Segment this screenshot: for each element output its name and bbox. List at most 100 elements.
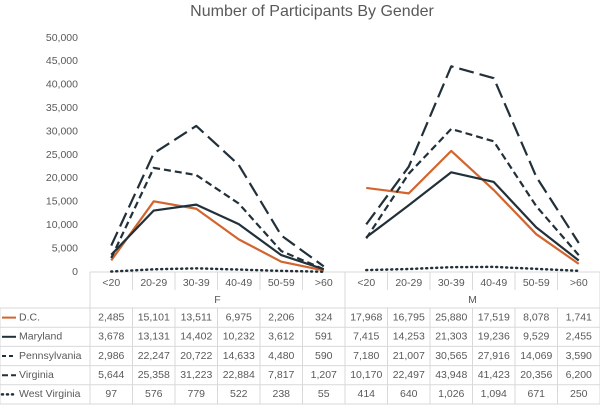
group-label: M: [468, 294, 477, 306]
table-value: 17,519: [478, 311, 510, 323]
table-value: 779: [187, 388, 205, 400]
table-value: 1,094: [481, 388, 507, 400]
y-tick-label: 35,000: [46, 102, 78, 114]
table-value: 2,206: [268, 311, 294, 323]
legend-label: D.C.: [19, 311, 40, 323]
table-value: 1,207: [311, 369, 337, 381]
table-value: 7,817: [268, 369, 294, 381]
table-value: 591: [315, 331, 333, 343]
table-value: 238: [272, 388, 290, 400]
table-value: 3,678: [98, 331, 124, 343]
table-value: 8,078: [523, 311, 549, 323]
y-tick-label: 10,000: [46, 219, 78, 231]
table-value: 31,223: [180, 369, 212, 381]
table-value: 522: [230, 388, 248, 400]
x-tick-label: 30-39: [183, 277, 210, 289]
x-tick-label: <20: [357, 277, 375, 289]
table-value: 30,565: [435, 350, 467, 362]
table-value: 17,968: [350, 311, 382, 323]
table-value: 4,480: [268, 350, 294, 362]
series-line: [110, 166, 325, 271]
table-value: 14,633: [223, 350, 255, 362]
table-value: 14,253: [393, 331, 425, 343]
chart-title: Number of Participants By Gender: [190, 3, 434, 20]
x-tick-label: >60: [570, 277, 588, 289]
y-tick-label: 0: [72, 266, 78, 278]
y-tick-label: 15,000: [46, 196, 78, 208]
table-value: 16,795: [393, 311, 425, 323]
table-value: 13,131: [138, 331, 170, 343]
series-line: [110, 203, 325, 271]
table-value: 671: [527, 388, 545, 400]
table-value: 21,303: [435, 331, 467, 343]
y-tick-label: 50,000: [46, 32, 78, 44]
x-tick-label: 40-49: [225, 277, 252, 289]
series-line: [365, 65, 580, 244]
table-value: 10,170: [350, 369, 382, 381]
table-value: 21,007: [393, 350, 425, 362]
series-line: [110, 200, 324, 272]
legend-label: Pennsylvania: [19, 350, 82, 362]
table-value: 55: [318, 388, 330, 400]
table-value: 14,402: [180, 331, 212, 343]
group-label: F: [214, 294, 220, 306]
table-value: 5,644: [98, 369, 124, 381]
table-value: 43,948: [435, 369, 467, 381]
x-tick-label: >60: [315, 277, 333, 289]
table-value: 640: [400, 388, 418, 400]
table-value: 6,975: [226, 311, 252, 323]
x-tick-label: 20-29: [140, 277, 167, 289]
table-value: 10,232: [223, 331, 255, 343]
legend-label: Virginia: [19, 369, 54, 381]
y-tick-label: 40,000: [46, 79, 78, 91]
x-tick-label: 20-29: [395, 277, 422, 289]
y-tick-label: 20,000: [46, 172, 78, 184]
table-value: 22,247: [138, 350, 170, 362]
table-value: 27,916: [478, 350, 510, 362]
series-line: [110, 267, 325, 273]
table-value: 2,986: [98, 350, 124, 362]
series-line: [365, 265, 580, 273]
series-line: [366, 149, 580, 265]
table-value: 9,529: [523, 331, 549, 343]
x-tick-label: 30-39: [438, 277, 465, 289]
table-value: 250: [570, 388, 588, 400]
x-tick-label: 50-59: [523, 277, 550, 289]
table-value: 2,455: [566, 331, 592, 343]
table-value: 7,180: [353, 350, 379, 362]
table-value: 1,741: [566, 311, 592, 323]
x-tick-label: <20: [102, 277, 120, 289]
table-value: 22,497: [393, 369, 425, 381]
table-value: 324: [315, 311, 333, 323]
y-tick-label: 30,000: [46, 125, 78, 137]
y-tick-label: 5,000: [52, 242, 78, 254]
table-value: 2,485: [98, 311, 124, 323]
x-tick-label: 40-49: [480, 277, 507, 289]
table-value: 25,358: [138, 369, 170, 381]
legend-label: West Virginia: [19, 388, 81, 400]
table-value: 41,423: [478, 369, 510, 381]
x-tick-label: 50-59: [268, 277, 295, 289]
table-value: 20,722: [180, 350, 212, 362]
table-value: 576: [145, 388, 163, 400]
legend-label: Maryland: [19, 331, 62, 343]
table-value: 3,612: [268, 331, 294, 343]
table-value: 414: [357, 388, 375, 400]
table-value: 97: [105, 388, 117, 400]
table-value: 25,880: [435, 311, 467, 323]
table-value: 15,101: [138, 311, 170, 323]
table-value: 20,356: [520, 369, 552, 381]
table-value: 1,026: [438, 388, 464, 400]
table-value: 14,069: [520, 350, 552, 362]
table-value: 7,415: [353, 331, 379, 343]
table-value: 22,884: [223, 369, 255, 381]
series-line: [365, 171, 580, 262]
table-value: 6,200: [566, 369, 592, 381]
table-value: 3,590: [566, 350, 592, 362]
table-value: 590: [315, 350, 333, 362]
table-value: 19,236: [478, 331, 510, 343]
series-line: [110, 124, 325, 268]
table-value: 13,511: [181, 311, 212, 323]
